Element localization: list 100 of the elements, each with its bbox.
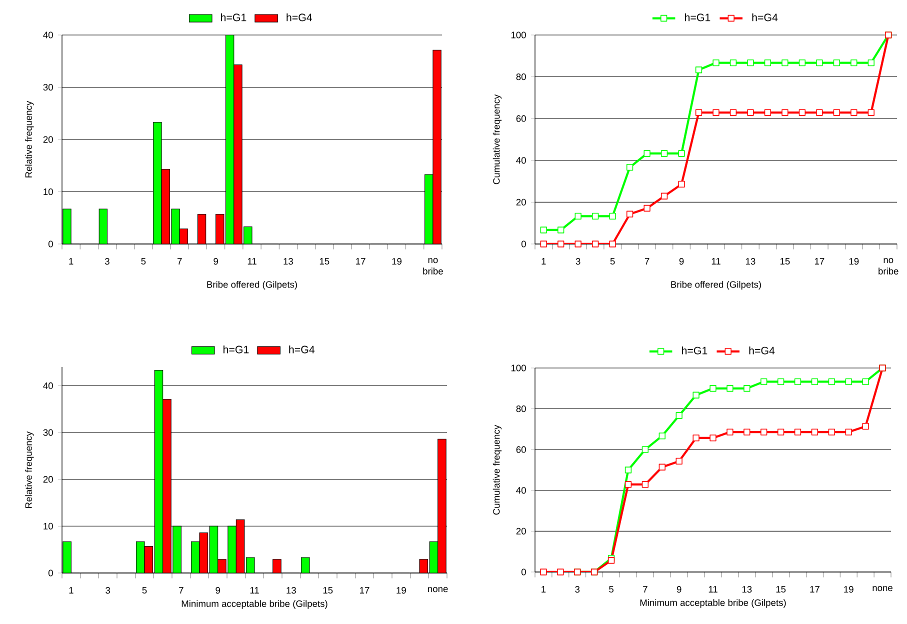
x-tick-label: 19	[396, 587, 406, 594]
y-tick-label: 80	[516, 74, 526, 80]
x-tick-label: 11	[248, 258, 256, 264]
point	[726, 385, 734, 392]
bar	[172, 526, 182, 573]
point	[695, 109, 702, 116]
x-tick-label: 17	[814, 258, 824, 264]
point	[744, 428, 750, 436]
bar	[272, 559, 282, 573]
point	[676, 412, 682, 419]
point	[845, 378, 852, 385]
bar	[218, 559, 226, 573]
x-tick-label: 3	[576, 258, 580, 265]
point	[558, 226, 564, 234]
y-tick-label: 20	[43, 476, 53, 483]
point	[850, 109, 858, 116]
point	[540, 568, 547, 576]
y-tick-label: 10	[44, 188, 53, 196]
x-tick-label: 7	[643, 586, 648, 592]
point	[816, 109, 823, 116]
x-axis-title: Minimum acceptable bribe (Gilpets)	[640, 599, 786, 608]
point	[828, 428, 835, 436]
point	[747, 109, 754, 116]
bar	[226, 34, 234, 244]
y-tick-label: 30	[43, 84, 53, 91]
point	[660, 192, 668, 200]
bar	[62, 542, 72, 573]
x-tick-label: 11	[250, 587, 259, 594]
point	[644, 150, 650, 157]
point	[760, 428, 768, 436]
x-tick-label: 1	[542, 258, 546, 264]
y-tick-label: 0	[521, 568, 526, 576]
x-axis-title: Minimum acceptable bribe (Gilpets)	[182, 600, 328, 609]
point	[678, 150, 685, 157]
x-tick-label: no bribe	[423, 258, 443, 274]
x-tick-label: 19	[849, 258, 859, 265]
y-axis-title: Cumulative frequency	[492, 424, 502, 515]
x-tick-label: no bribe	[878, 258, 898, 274]
point	[710, 385, 716, 392]
point	[692, 434, 700, 442]
point	[730, 109, 737, 116]
point	[624, 466, 632, 474]
point	[760, 378, 768, 385]
y-tick-label: 60	[516, 115, 526, 122]
point	[850, 59, 858, 66]
y-tick-label: 10	[44, 522, 53, 530]
x-tick-label: 3	[105, 258, 110, 265]
x-axis-title: Bribe offered (Gilpets)	[207, 280, 297, 290]
y-axis-title: Cumulative frequency	[492, 94, 502, 184]
point	[764, 109, 772, 116]
point	[540, 226, 547, 234]
legend-label: h=G1	[685, 13, 710, 22]
point	[833, 109, 840, 116]
x-tick-label: none	[428, 587, 448, 592]
point	[624, 481, 632, 488]
y-tick-label: 60	[516, 446, 526, 453]
point	[777, 378, 784, 385]
legend-label: h=G1	[221, 13, 246, 22]
bar	[216, 214, 224, 244]
point	[644, 204, 650, 212]
y-tick-label: 40	[516, 487, 526, 494]
bar	[432, 50, 442, 244]
point	[676, 458, 682, 465]
point	[658, 432, 666, 440]
point	[574, 240, 582, 248]
point	[626, 164, 634, 171]
y-tick-label: 40	[516, 157, 526, 164]
point	[692, 392, 700, 398]
bar	[424, 174, 434, 244]
point	[592, 212, 599, 220]
bar	[228, 526, 236, 573]
y-tick-label: 100	[511, 32, 526, 38]
point	[730, 59, 737, 66]
x-tick-label: 19	[844, 586, 854, 593]
x-tick-label: 15	[776, 586, 786, 593]
point	[695, 66, 702, 74]
x-tick-label: 19	[392, 258, 402, 265]
bar	[197, 214, 206, 244]
x-tick-label: 9	[214, 258, 218, 265]
y-tick-label: 20	[516, 198, 526, 206]
x-tick-label: 11	[708, 586, 718, 592]
y-axis-title: Relative frequency	[25, 431, 34, 508]
legend-label: h=G4	[749, 346, 775, 354]
x-tick-label: 13	[742, 586, 752, 593]
bar	[162, 399, 172, 573]
x-tick-label: 1	[69, 258, 74, 264]
point	[798, 59, 806, 66]
x-tick-label: 7	[178, 258, 182, 264]
point	[678, 180, 685, 188]
bar	[153, 122, 162, 244]
point	[782, 109, 788, 116]
point	[609, 212, 616, 220]
y-tick-label: 100	[511, 364, 526, 372]
bar	[161, 169, 170, 244]
point	[782, 59, 788, 66]
point	[777, 428, 784, 436]
x-tick-label: 5	[141, 258, 146, 265]
legend-label: h=G1	[224, 345, 249, 354]
point	[642, 481, 649, 488]
point	[868, 109, 874, 116]
